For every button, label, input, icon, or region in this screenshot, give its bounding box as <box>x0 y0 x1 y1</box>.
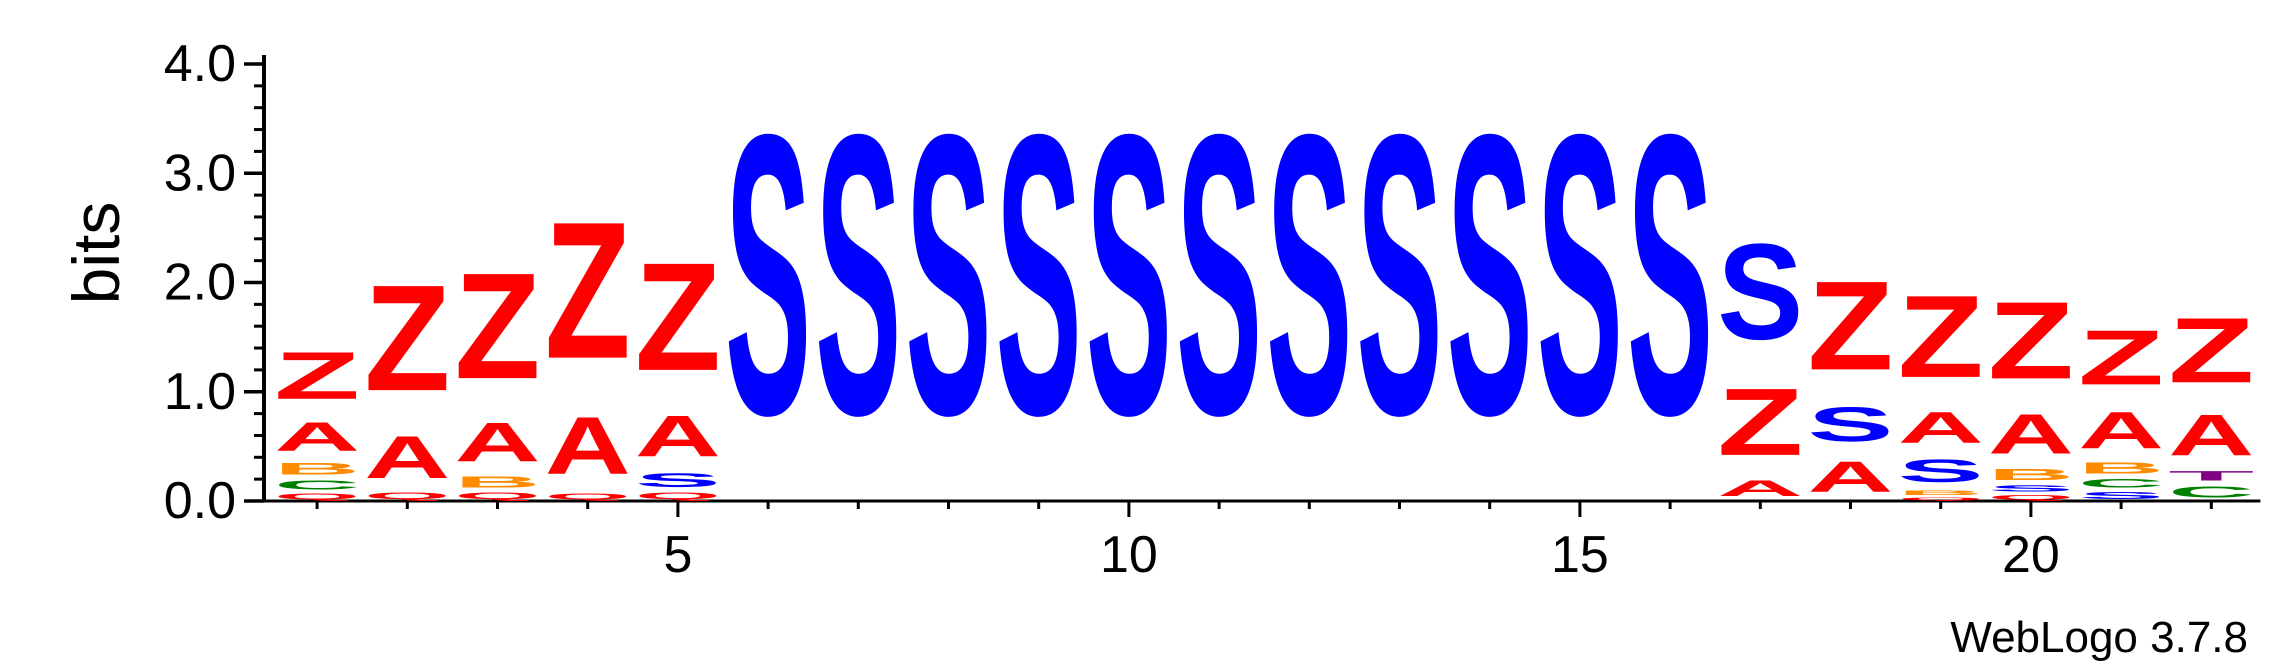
logo-letter-q: Q <box>274 492 360 501</box>
logo-letter-a: A <box>2168 402 2254 467</box>
logo-letter-a: A <box>635 403 721 468</box>
logo-stack-11: S <box>1176 51 1262 498</box>
logo-letter-s: S <box>1357 51 1443 498</box>
logo-stack-8: S <box>906 51 992 498</box>
logo-letter-a: A <box>545 400 631 492</box>
logo-letter-q: Q <box>545 492 631 501</box>
logo-letter-t: T <box>2168 468 2254 483</box>
logo-stack-10: S <box>1086 51 1172 498</box>
logo-stack-2: QAZ <box>364 254 450 501</box>
logo-stack-14: S <box>1447 51 1533 498</box>
logo-letter-a: A <box>1808 452 1894 501</box>
logo-letter-c: C <box>2078 477 2164 490</box>
logo-letter-q: Q <box>1988 493 2074 501</box>
logo-letter-s: S <box>1898 453 1984 489</box>
x-tick-label: 5 <box>663 526 692 584</box>
logo-stack-18: ASZ <box>1808 256 1894 501</box>
logo-stack-12: S <box>1266 51 1352 498</box>
logo-letter-s: S <box>815 51 901 498</box>
logo-stack-7: S <box>815 51 901 498</box>
logo-letter-b: B <box>1988 466 2074 483</box>
logo-letter-b: B <box>274 460 360 479</box>
logo-letter-c: C <box>274 478 360 492</box>
x-tick-label: 15 <box>1551 526 1609 584</box>
x-tick-label: 10 <box>1100 526 1158 584</box>
logo-stack-17: AZS <box>1717 216 1803 501</box>
logo-letter-q: Q <box>364 491 450 501</box>
logo-letter-s: S <box>1086 51 1172 498</box>
y-tick-label: 4.0 <box>164 35 236 93</box>
logo-letter-z: Z <box>545 182 631 400</box>
logo-letter-s: S <box>1627 51 1713 498</box>
logo-letter-z: Z <box>1988 279 2074 402</box>
logo-letter-q: Q <box>635 491 721 501</box>
y-axis: 0.0 1.0 2.0 3.0 4.0 <box>164 35 266 530</box>
logo-stack-4: QAZ <box>545 182 631 501</box>
y-tick-label: 1.0 <box>164 363 236 421</box>
logo-letter-z: Z <box>1717 369 1803 475</box>
logo-letter-a: A <box>1898 403 1984 453</box>
logo-letter-s: S <box>1537 51 1623 498</box>
x-axis: 5 10 15 20 <box>264 499 2261 584</box>
logo-stack-15: S <box>1537 51 1623 498</box>
logo-letter-b: B <box>1898 489 1984 497</box>
logo-letter-z: Z <box>274 338 360 413</box>
logo-letter-s: S <box>1266 51 1352 498</box>
logo-letter-c: C <box>2168 483 2254 500</box>
y-axis-label: bits <box>59 202 133 305</box>
logo-letter-a: A <box>1988 403 2074 466</box>
y-tick-label: 2.0 <box>164 254 236 312</box>
logo-letter-s: S <box>725 51 811 498</box>
logo-letter-s: S <box>1176 51 1262 498</box>
logo-letter-b: B <box>2078 459 2164 476</box>
logo-letter-a: A <box>274 413 360 459</box>
logo-letter-z: Z <box>455 242 541 411</box>
logo-letter-q: Q <box>1898 497 1984 501</box>
logo-letter-z: Z <box>2078 314 2164 401</box>
logo-letter-s: S <box>2078 490 2164 501</box>
logo-letter-q: Q <box>455 491 541 501</box>
weblogo-version-label: WebLogo 3.7.8 <box>1950 613 2248 662</box>
logo-letter-z: Z <box>2168 299 2254 402</box>
y-tick-label: 3.0 <box>164 144 236 202</box>
logo-letter-s: S <box>1447 51 1533 498</box>
x-tick-label: 20 <box>2002 526 2060 584</box>
logo-stack-16: S <box>1627 51 1713 498</box>
logo-letter-a: A <box>364 424 450 491</box>
logo-letter-z: Z <box>1808 256 1894 397</box>
y-tick-label: 0.0 <box>164 472 236 530</box>
logo-letter-s: S <box>635 469 721 491</box>
logo-letter-s: S <box>1717 216 1803 368</box>
logo-letter-z: Z <box>635 231 721 403</box>
logo-letter-a: A <box>1717 476 1803 501</box>
logo-letter-s: S <box>996 51 1082 498</box>
logo-letter-z: Z <box>1898 272 1984 402</box>
logo-letter-s: S <box>1988 484 2074 494</box>
logo-letter-a: A <box>2078 402 2164 459</box>
logo-letter-a: A <box>455 411 541 473</box>
logo-letter-s: S <box>906 51 992 498</box>
logo-stack-6: S <box>725 51 811 498</box>
logo-stack-9: S <box>996 51 1082 498</box>
logo-letter-b: B <box>455 474 541 491</box>
logo-letter-z: Z <box>364 254 450 423</box>
logo-stack-13: S <box>1357 51 1443 498</box>
logo-letter-s: S <box>1808 397 1894 452</box>
